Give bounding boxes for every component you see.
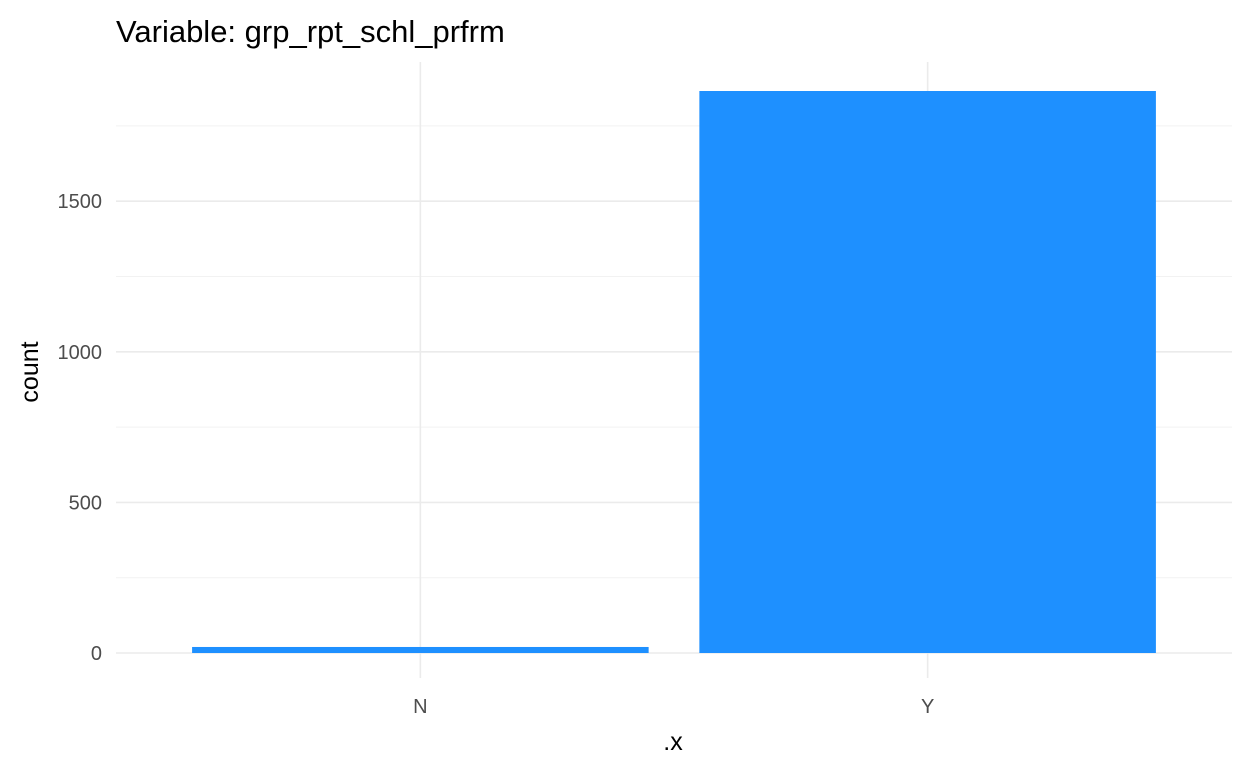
chart-title: Variable: grp_rpt_schl_prfrm: [116, 14, 505, 49]
y-tick-label: 0: [91, 643, 102, 665]
bars: [192, 91, 1156, 653]
x-axis-title: .x: [663, 728, 683, 756]
bar-N: [192, 646, 649, 653]
y-tick-label: 500: [69, 492, 102, 514]
y-tick-label: 1000: [58, 342, 103, 364]
tick-labels: 0 500 1000 1500 N Y: [58, 191, 935, 718]
x-tick-label: Y: [921, 696, 934, 718]
y-tick-label: 1500: [58, 191, 103, 213]
y-axis-title: count: [16, 341, 44, 402]
bar-Y: [699, 91, 1156, 653]
x-tick-label: N: [413, 696, 427, 718]
